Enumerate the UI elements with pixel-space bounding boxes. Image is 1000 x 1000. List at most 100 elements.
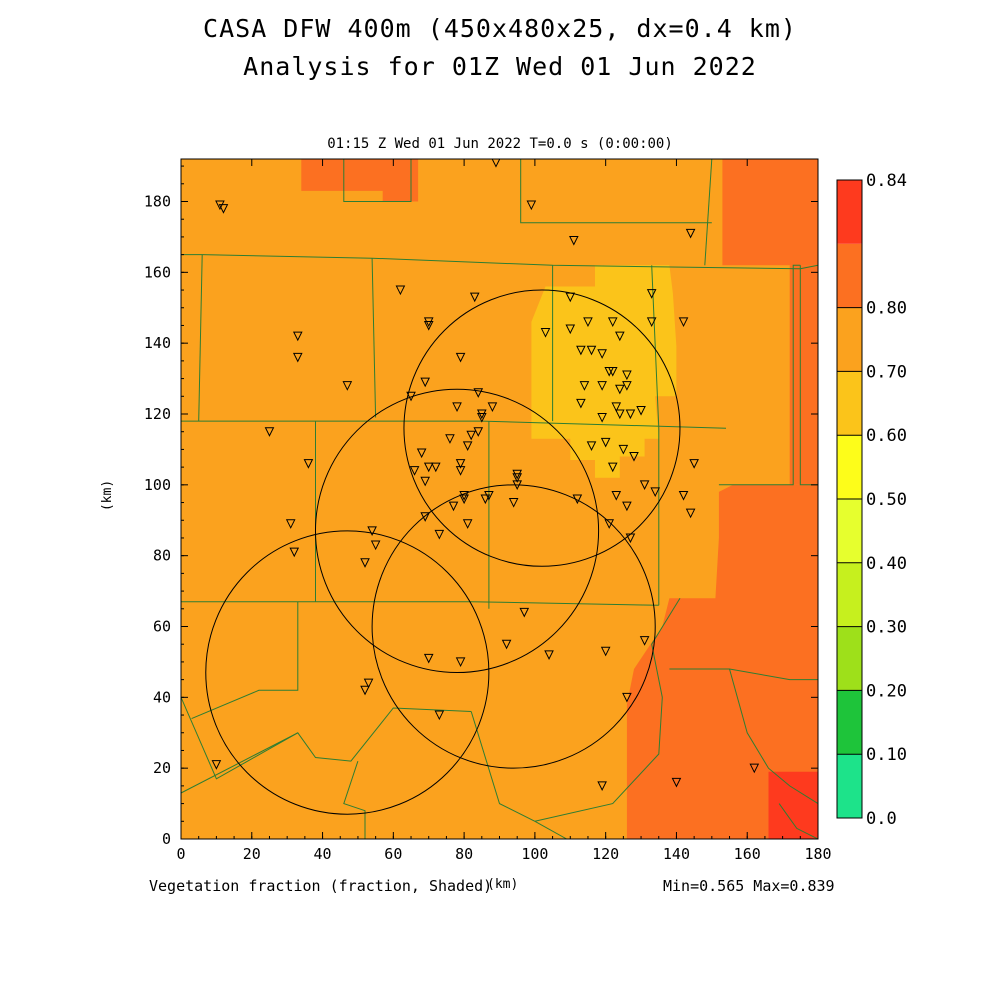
station-marker-55 [586, 345, 597, 356]
station-marker-41 [360, 558, 370, 568]
station-marker-75 [629, 452, 639, 462]
y-tick-label-2: 40 [153, 688, 171, 706]
x-tick-label-4: 80 [455, 845, 473, 863]
station-marker-72 [600, 437, 611, 448]
station-marker-35 [455, 466, 466, 476]
station-marker-100 [639, 636, 650, 646]
station-marker-73 [586, 441, 597, 451]
range-ring-3 [371, 484, 656, 769]
station-marker-3 [292, 352, 303, 363]
county-line-3 [198, 254, 203, 422]
station-marker-57 [576, 398, 586, 409]
station-marker-31 [459, 494, 469, 505]
station-marker-46 [565, 292, 576, 303]
station-marker-88 [508, 498, 519, 508]
county-line-12 [191, 601, 299, 720]
county-line-18 [729, 668, 818, 681]
colorbar-segment-1 [837, 690, 862, 755]
x-axis-unit: (km) [487, 877, 519, 892]
chart-subtitle: Analysis for 01Z Wed 01 Jun 2022 [243, 52, 757, 81]
station-marker-25 [420, 476, 430, 487]
station-marker-12 [455, 352, 466, 363]
county-line-15 [470, 711, 567, 839]
colorbar-segment-6 [837, 371, 862, 436]
station-marker-21 [473, 427, 484, 437]
colorbar-label-9: 0.84 [866, 171, 907, 191]
station-marker-22 [487, 402, 498, 413]
station-marker-20 [476, 409, 487, 420]
x-tick-label-8: 160 [734, 845, 761, 863]
field-region-3 [789, 265, 818, 485]
station-marker-66 [597, 413, 607, 423]
colorbar-segment-3 [837, 562, 862, 627]
station-marker-74 [607, 462, 618, 473]
colorbar-segment-7 [837, 307, 862, 372]
station-marker-30 [462, 441, 473, 451]
station-marker-24 [416, 448, 427, 459]
station-marker-23 [409, 466, 420, 476]
colorbar-label-3: 0.30 [866, 618, 907, 638]
colorbar-label-4: 0.40 [866, 554, 907, 574]
station-marker-65 [622, 381, 632, 391]
station-marker-33 [480, 494, 491, 505]
station-marker-17 [406, 391, 416, 402]
x-tick-label-3: 60 [384, 845, 402, 863]
county-line-6 [651, 265, 660, 606]
county-line-14 [181, 732, 299, 794]
colorbar-segment-0 [837, 754, 862, 818]
station-marker-59 [597, 381, 607, 391]
colorbar-label-7: 0.70 [866, 362, 907, 382]
range-ring-0 [205, 530, 490, 815]
plot-header: 01:15 Z Wed 01 Jun 2022 T=0.0 s (0:00:00… [327, 136, 673, 152]
station-marker-5 [264, 427, 275, 437]
station-marker-84 [689, 459, 699, 469]
station-marker-98 [434, 710, 445, 721]
y-tick-label-0: 0 [162, 830, 171, 848]
station-marker-50 [646, 289, 657, 299]
station-marker-32 [462, 519, 473, 529]
station-marker-105 [211, 760, 222, 770]
county-line-17 [669, 668, 818, 805]
colorbar: 0.0 0.10 0.20 0.30 0.40 0.50 0.60 0.70 0.80 0.84 [836, 171, 907, 829]
station-marker-68 [625, 409, 636, 420]
station-marker-48 [607, 317, 618, 328]
station-marker-49 [615, 331, 625, 342]
station-marker-43 [491, 159, 501, 168]
colorbar-segment-8 [837, 243, 862, 308]
station-marker-42 [469, 292, 480, 303]
x-tick-label-6: 120 [592, 845, 619, 863]
station-marker-63 [615, 409, 625, 420]
colorbar-label-6: 0.60 [866, 426, 907, 446]
colorbar-label-0: 0.0 [866, 809, 897, 829]
y-tick-label-3: 60 [153, 618, 171, 636]
station-markers [211, 159, 760, 791]
y-axis: 0 20 40 60 80 100 120 140 160 180 [144, 165, 818, 848]
station-marker-13 [452, 402, 462, 413]
y-tick-label-6: 120 [144, 405, 171, 423]
station-marker-104 [749, 763, 760, 774]
x-tick-label-1: 20 [243, 845, 261, 863]
station-marker-96 [363, 678, 374, 689]
station-marker-103 [671, 777, 682, 788]
county-line-8 [343, 159, 412, 202]
station-marker-19 [476, 413, 487, 423]
colorbar-label-5: 0.50 [866, 490, 907, 510]
colorbar-segment-9 [837, 180, 862, 244]
station-marker-36 [448, 501, 459, 512]
station-marker-97 [360, 685, 370, 696]
min-max-readout: Min=0.565 Max=0.839 [663, 877, 835, 895]
station-marker-51 [685, 228, 696, 239]
county-line-4 [371, 258, 377, 418]
x-axis: 0 20 40 60 80 100 120 140 160 180 [176, 159, 832, 863]
station-marker-71 [618, 444, 629, 455]
station-marker-92 [501, 639, 512, 650]
station-marker-45 [569, 235, 579, 246]
station-marker-99 [600, 646, 611, 657]
station-marker-37 [434, 529, 445, 540]
station-marker-6 [303, 459, 314, 469]
station-marker-38 [420, 512, 430, 522]
station-marker-85 [572, 494, 583, 505]
station-marker-67 [611, 402, 622, 413]
station-marker-11 [423, 320, 434, 331]
